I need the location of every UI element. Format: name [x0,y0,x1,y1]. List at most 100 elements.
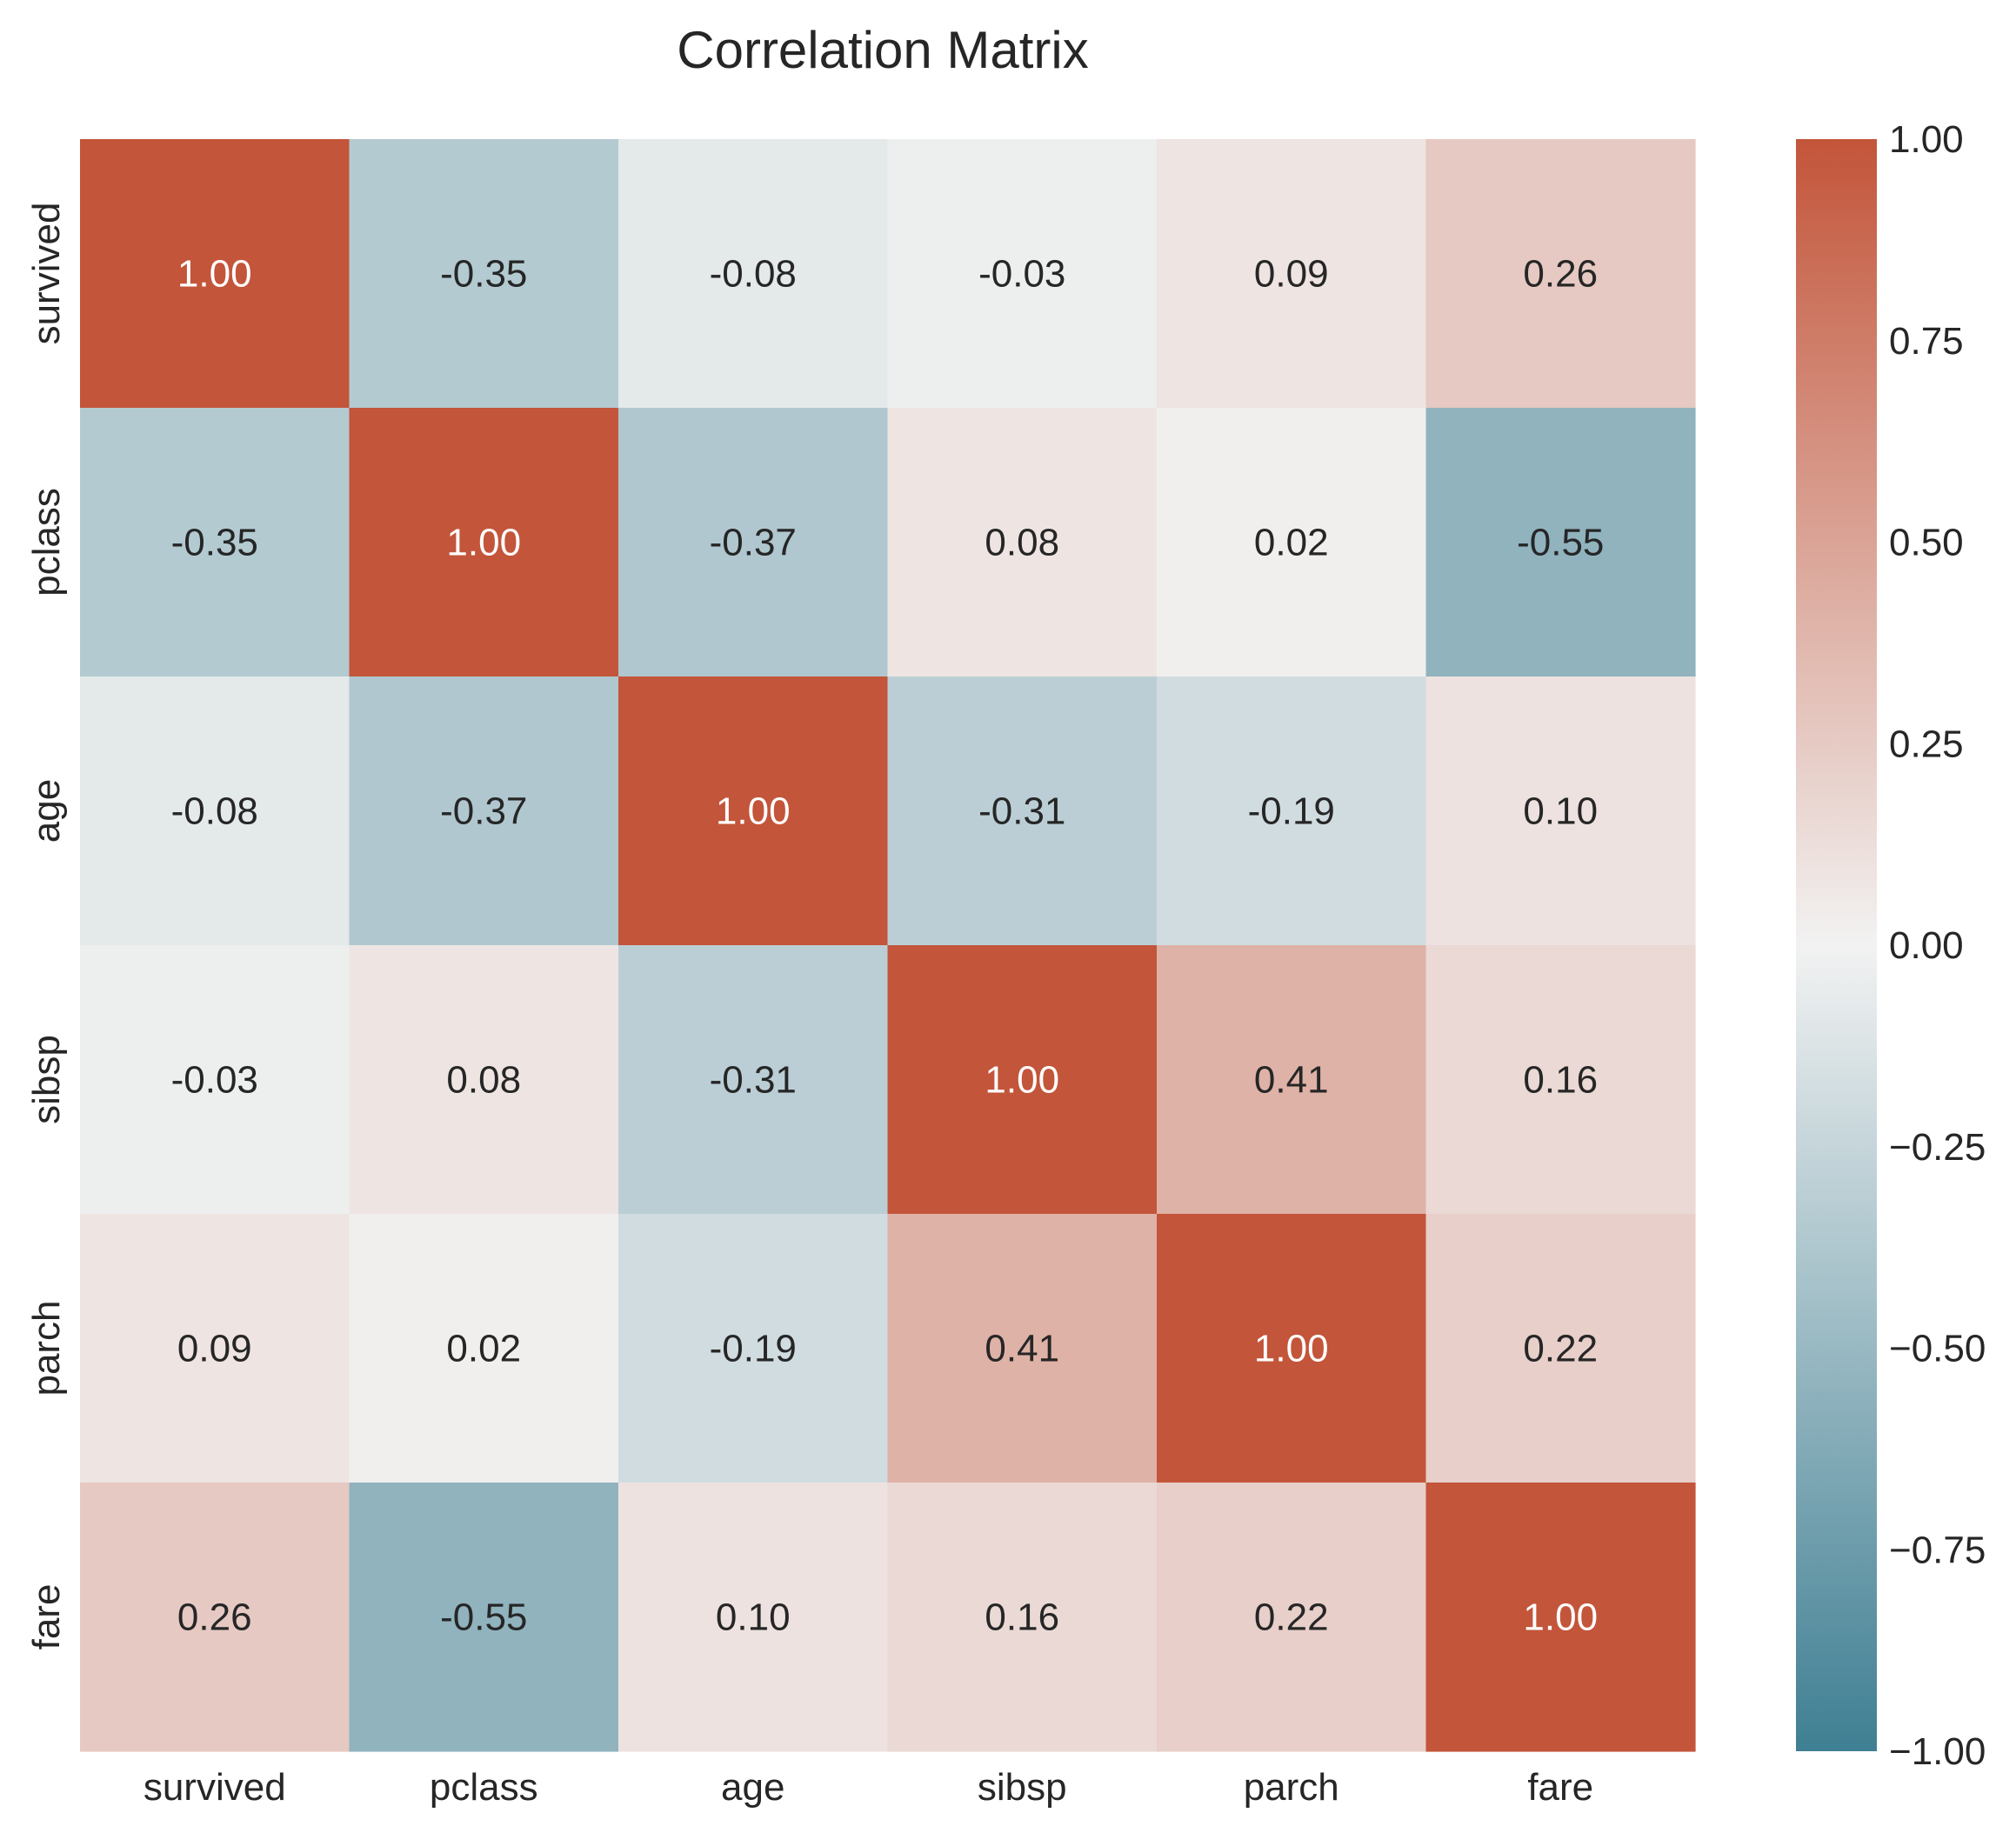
heatmap-cell [618,945,889,1215]
heatmap-cell [349,945,619,1215]
cell-value-label: 0.26 [1523,253,1598,296]
y-tick-label: fare [25,1584,68,1650]
heatmap-cell [349,1214,619,1483]
colorbar-tick-label: −0.25 [1889,1126,1986,1169]
cell-value-label: 0.02 [1254,522,1329,564]
cell-value-label: -0.03 [171,1059,258,1102]
heatmap-cell [887,1483,1158,1752]
cell-value-label: 1.00 [1254,1328,1329,1370]
heatmap-cell [1425,676,1696,946]
cell-value-label: -0.08 [710,253,797,296]
heatmap-cell [1157,1214,1427,1483]
heatmap-cell [349,1483,619,1752]
colorbar-tick-label: −0.50 [1889,1328,1986,1370]
x-axis-tick-labels: survived pclass age sibsp parch fare [144,1766,1593,1809]
x-tick-label: survived [144,1766,286,1809]
heatmap-cell [1425,408,1696,677]
cell-value-label: 0.16 [985,1596,1059,1639]
heatmap-cell [618,1483,889,1752]
cell-value-label: 0.41 [985,1328,1059,1370]
colorbar-gradient [1796,139,1877,1751]
y-tick-label: parch [25,1300,68,1396]
colorbar-tick-label: −0.75 [1889,1529,1986,1571]
cell-value-label: 0.16 [1523,1059,1598,1102]
heatmap-cell [349,408,619,677]
heatmap-cell [887,408,1158,677]
x-tick-label: sibsp [978,1766,1067,1809]
heatmap-cell [1157,1483,1427,1752]
heatmap-cell [1157,408,1427,677]
heatmap-cell [80,408,350,677]
chart-title: Correlation Matrix [677,21,1088,79]
x-tick-label: age [721,1766,784,1809]
colorbar-tick-label: 0.50 [1889,522,1964,564]
x-tick-label: pclass [430,1766,538,1809]
cell-value-label: -0.37 [440,790,527,833]
heatmap-cell [1157,676,1427,946]
heatmap-cell [349,139,619,409]
heatmap-cell [1425,139,1696,409]
heatmap-cell [887,945,1158,1215]
cell-value-label: 0.26 [177,1596,252,1639]
colorbar-tick-label: 1.00 [1889,118,1964,161]
heatmap-cell [80,1214,350,1483]
y-axis-tick-labels: survived pclass age sibsp parch fare [25,203,68,1650]
heatmap-cell [618,676,889,946]
cell-value-label: 0.08 [446,1059,521,1102]
cell-value-label: 0.09 [1254,253,1329,296]
cell-value-label: -0.35 [440,253,527,296]
cell-value-label: 0.02 [446,1328,521,1370]
heatmap-cell [1157,139,1427,409]
cell-value-label: 1.00 [446,522,521,564]
cell-value-label: 1.00 [1523,1596,1598,1639]
cell-value-label: -0.55 [440,1596,527,1639]
cell-value-label: -0.03 [978,253,1065,296]
heatmap-cells: 1.00 -0.35 -0.08 -0.03 0.09 0.26 -0.35 1.00 -0.3… [80,139,1696,1752]
cell-value-label: 0.41 [1254,1059,1329,1102]
heatmap-cell [1157,945,1427,1215]
heatmap-cell [887,1214,1158,1483]
cell-value-label: 1.00 [177,253,252,296]
cell-value-label: 1.00 [716,790,791,833]
cell-value-label: -0.31 [710,1059,797,1102]
y-tick-label: survived [25,203,68,345]
heatmap-cell [349,676,619,946]
cell-value-label: 0.09 [177,1328,252,1370]
colorbar-tick-label: 0.75 [1889,320,1964,363]
heatmap-cell [80,139,350,409]
heatmap-cell [887,139,1158,409]
heatmap-cell [80,676,350,946]
x-tick-label: fare [1527,1766,1593,1809]
cell-value-label: 0.10 [716,1596,791,1639]
heatmap-cell [618,139,889,409]
colorbar-tick-label: 0.25 [1889,723,1964,765]
cell-value-label: -0.19 [1248,790,1335,833]
heatmap-cell [1425,1214,1696,1483]
cell-value-label: -0.37 [710,522,797,564]
cell-value-label: 0.22 [1254,1596,1329,1639]
cell-value-label: 0.08 [985,522,1059,564]
colorbar-tick-label: 0.00 [1889,924,1964,967]
colorbar-tick-label: −1.00 [1889,1730,1986,1773]
y-tick-label: pclass [25,488,68,596]
heatmap-cell [618,1214,889,1483]
cell-value-label: -0.35 [171,522,258,564]
y-tick-label: sibsp [25,1035,68,1124]
cell-value-label: -0.55 [1517,522,1604,564]
cell-value-label: 1.00 [985,1059,1059,1102]
cell-value-label: -0.31 [978,790,1065,833]
heatmap-cell [618,408,889,677]
x-tick-label: parch [1244,1766,1339,1809]
cell-value-label: 0.22 [1523,1328,1598,1370]
cell-value-label: -0.08 [171,790,258,833]
colorbar: 1.00 0.75 0.50 0.25 0.00 −0.25 −0.50 −0.75 −1.00 [1796,118,1986,1773]
heatmap-cell [1425,1483,1696,1752]
cell-value-label: 0.10 [1523,790,1598,833]
y-tick-label: age [25,779,68,843]
heatmap-cell [80,1483,350,1752]
cell-value-label: -0.19 [710,1328,797,1370]
heatmap-cell [1425,945,1696,1215]
heatmap-cell [80,945,350,1215]
heatmap-cell [887,676,1158,946]
